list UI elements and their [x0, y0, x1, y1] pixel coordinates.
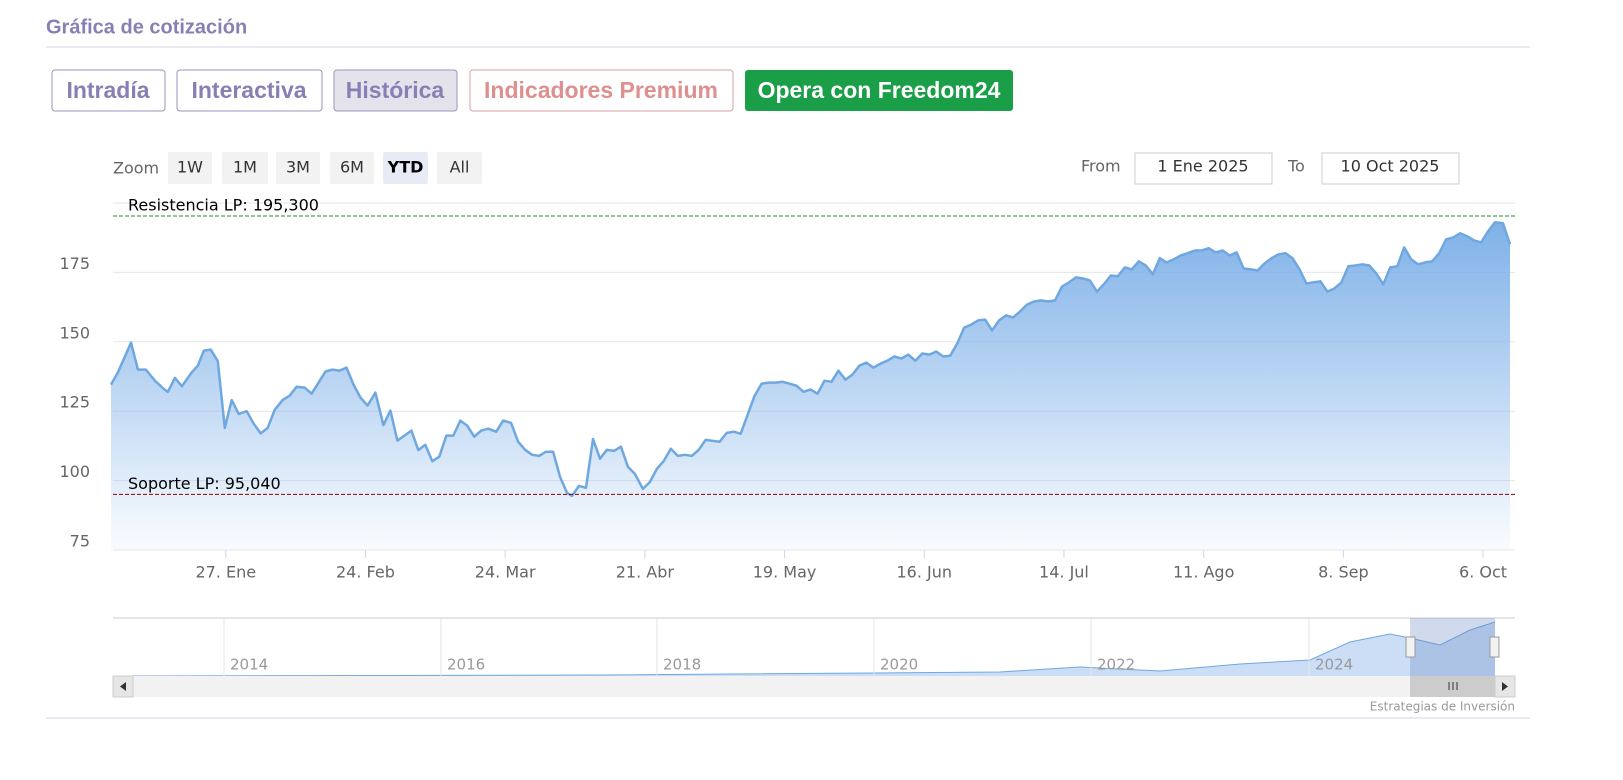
- tab-label[interactable]: Histórica: [346, 77, 445, 103]
- cta-label[interactable]: Opera con Freedom24: [758, 77, 1001, 103]
- cta-button[interactable]: [745, 70, 1013, 111]
- grip: [1448, 682, 1458, 690]
- navigator-area: [133, 622, 1495, 676]
- x-tick-label: 11. Ago: [1173, 563, 1234, 582]
- zoom-button[interactable]: [383, 152, 428, 184]
- zoom-label[interactable]: 6M: [340, 158, 364, 177]
- arrow: [120, 682, 126, 691]
- tab-button[interactable]: [333, 69, 458, 112]
- date-input[interactable]: [1321, 152, 1460, 185]
- zoom-label[interactable]: YTD: [387, 158, 424, 177]
- y-tick-label: 100: [59, 462, 90, 481]
- navigator-label: 2020: [880, 656, 918, 674]
- zoom-label[interactable]: 1W: [177, 158, 203, 177]
- x-tick-label: 24. Mar: [475, 563, 536, 582]
- navigator-label: 2016: [447, 656, 485, 674]
- navigator-label: 2022: [1097, 656, 1135, 674]
- tab-label[interactable]: Intradía: [66, 77, 149, 103]
- zoom-label[interactable]: All: [450, 158, 470, 177]
- tab-label[interactable]: Indicadores Premium: [484, 77, 718, 103]
- tab-label[interactable]: Interactiva: [191, 77, 306, 103]
- x-tick-label: 24. Feb: [336, 563, 395, 582]
- navigator-label: 2024: [1315, 656, 1353, 674]
- zoom-label[interactable]: 3M: [286, 158, 310, 177]
- x-tick-label: 6. Oct: [1459, 563, 1507, 582]
- y-tick-label: 125: [59, 393, 90, 412]
- arrow: [1502, 682, 1508, 691]
- to-label: To: [1287, 157, 1305, 176]
- navigator: [112, 617, 1516, 698]
- x-tick-label: 16. Jun: [896, 563, 952, 582]
- navigator-line: [132, 621, 1496, 677]
- navigator-label: 2014: [230, 656, 268, 674]
- zoom-label: Zoom: [113, 159, 159, 178]
- date-input[interactable]: [1134, 152, 1273, 185]
- zoom-label[interactable]: 1M: [233, 158, 257, 177]
- zoom-button[interactable]: [276, 152, 320, 184]
- x-tick-label: 14. Jul: [1039, 563, 1089, 582]
- from-label: From: [1081, 157, 1121, 176]
- y-tick-label: 75: [70, 532, 90, 551]
- scrollbar[interactable]: [113, 676, 1515, 697]
- zoom-button[interactable]: [222, 152, 268, 184]
- tab-button[interactable]: [51, 69, 166, 112]
- y-tick-label: 150: [59, 323, 90, 342]
- zoom-button[interactable]: [168, 152, 212, 184]
- area-fill: [111, 222, 1510, 550]
- credits: Estrategias de Inversión: [1370, 700, 1515, 714]
- section-title: Gráfica de cotización: [46, 16, 247, 38]
- zoom-button[interactable]: [437, 152, 482, 184]
- navigator-handle[interactable]: [1489, 636, 1500, 658]
- navigator-handle[interactable]: [1405, 636, 1416, 658]
- navigator-selection[interactable]: [1410, 618, 1495, 676]
- reference-label: Soporte LP: 95,040: [128, 474, 281, 493]
- zoom-button[interactable]: [330, 152, 374, 184]
- tab-button[interactable]: [176, 69, 323, 112]
- reference-label: Resistencia LP: 195,300: [128, 196, 319, 215]
- x-tick-label: 27. Ene: [195, 563, 256, 582]
- from-date[interactable]: 1 Ene 2025: [1157, 157, 1248, 176]
- x-tick-label: 19. May: [753, 563, 817, 582]
- tab-button[interactable]: [469, 69, 734, 112]
- to-date[interactable]: 10 Oct 2025: [1341, 157, 1440, 176]
- navigator-label: 2018: [663, 656, 701, 674]
- y-tick-label: 175: [59, 254, 90, 273]
- x-tick-label: 21. Abr: [616, 563, 675, 582]
- x-tick-label: 8. Sep: [1318, 563, 1369, 582]
- price-line: [109, 220, 1512, 498]
